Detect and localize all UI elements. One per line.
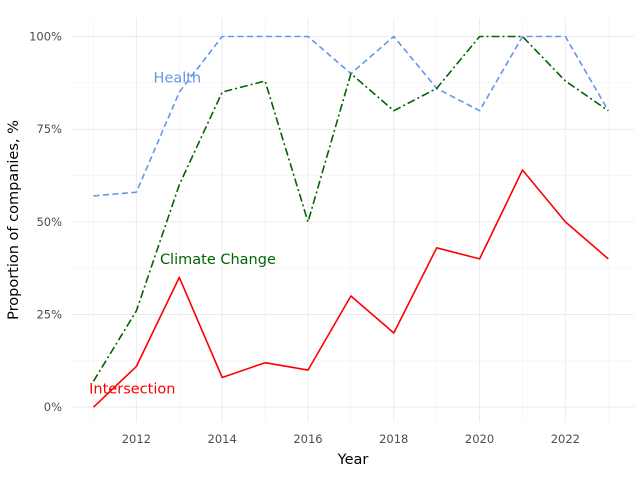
- series-lines: [92, 35, 609, 408]
- y-tick-label: 25%: [36, 308, 62, 322]
- y-axis-title: Proportion of companies, %: [6, 120, 22, 320]
- y-tick-label: 100%: [29, 30, 62, 44]
- series-line-climate-change: [92, 35, 609, 382]
- y-tick-label: 75%: [36, 122, 62, 136]
- series-line-intersection: [92, 169, 609, 408]
- x-axis-title: Year: [337, 452, 369, 468]
- x-tick-label: 2022: [551, 432, 580, 446]
- x-axis-tick-labels: 2012 2014 2016 2018 2020 2022: [122, 432, 580, 446]
- series-labels: Health Climate Change Intersection: [89, 70, 276, 397]
- x-tick-label: 2016: [293, 432, 322, 446]
- y-tick-label: 50%: [36, 215, 62, 229]
- minor-gridlines: [72, 18, 634, 422]
- x-tick-label: 2020: [465, 432, 494, 446]
- x-tick-label: 2018: [379, 432, 408, 446]
- series-label-intersection: Intersection: [89, 382, 175, 398]
- series-label-health: Health: [154, 70, 202, 86]
- y-tick-label: 0%: [44, 400, 62, 414]
- series-label-climate-change: Climate Change: [160, 252, 276, 268]
- y-axis-tick-labels: 0% 25% 50% 75% 100%: [29, 30, 62, 415]
- x-tick-label: 2014: [208, 432, 237, 446]
- x-tick-label: 2012: [122, 432, 151, 446]
